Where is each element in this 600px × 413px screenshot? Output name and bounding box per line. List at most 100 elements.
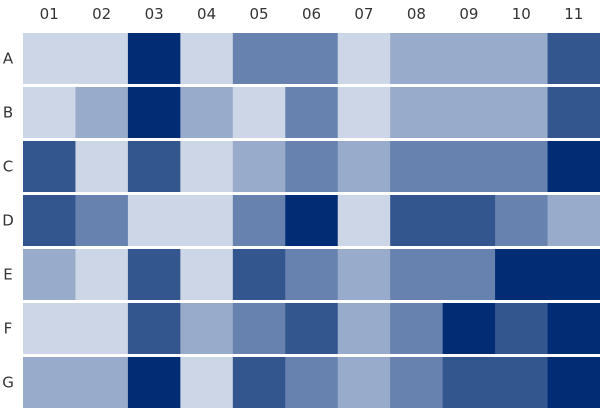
x-tick-label: 05 [250,5,269,23]
heatmap-cell-E-03 [127,249,181,300]
x-tick-label: 07 [354,5,373,23]
heatmap-cell-C-07 [337,141,391,192]
heatmap-cell-F-09 [442,303,496,354]
heatmap-cell-C-04 [180,141,234,192]
heatmap-cell-G-05 [232,357,286,408]
heatmap-cell-D-06 [285,195,339,246]
heatmap-cell-B-07 [337,87,391,138]
heatmap-cell-F-11 [547,303,600,354]
heatmap-cell-F-02 [75,303,129,354]
y-tick-label: C [3,158,13,176]
heatmap-cell-A-06 [285,33,339,84]
x-tick-label: 03 [145,5,164,23]
heatmap-cell-C-11 [547,141,600,192]
heatmap-cell-B-08 [390,87,444,138]
y-tick-label: F [4,320,13,338]
x-tick-label: 09 [459,5,478,23]
heatmap-cell-D-01 [23,195,76,246]
y-tick-label: D [2,212,14,230]
heatmap-cell-A-04 [180,33,234,84]
heatmap-cell-G-01 [23,357,76,408]
heatmap-cell-B-04 [180,87,234,138]
heatmap-cell-A-09 [442,33,496,84]
heatmap-cell-C-01 [23,141,76,192]
heatmap-cell-E-10 [495,249,548,300]
heatmap-cell-A-11 [547,33,600,84]
heatmap-cells [23,33,600,408]
heatmap-cell-E-02 [75,249,129,300]
heatmap-cell-F-07 [337,303,391,354]
heatmap-cell-A-01 [23,33,76,84]
heatmap-cell-D-09 [442,195,496,246]
heatmap-cell-A-07 [337,33,391,84]
heatmap-cell-B-01 [23,87,76,138]
heatmap-cell-D-08 [390,195,444,246]
heatmap-cell-A-02 [75,33,129,84]
heatmap-cell-E-06 [285,249,339,300]
heatmap-cell-E-04 [180,249,234,300]
heatmap-cell-F-10 [495,303,548,354]
heatmap-cell-C-05 [232,141,286,192]
heatmap-cell-D-07 [337,195,391,246]
heatmap-cell-G-04 [180,357,234,408]
heatmap-cell-E-09 [442,249,496,300]
heatmap-cell-B-05 [232,87,286,138]
heatmap-cell-B-09 [442,87,496,138]
x-tick-label: 01 [40,5,59,23]
heatmap-cell-G-11 [547,357,600,408]
heatmap-cell-B-11 [547,87,600,138]
heatmap-cell-G-09 [442,357,496,408]
heatmap-cell-C-09 [442,141,496,192]
y-tick-label: E [3,266,12,284]
y-axis-labels: A B C D E F G [2,50,14,392]
x-tick-label: 08 [407,5,426,23]
heatmap-cell-G-10 [495,357,548,408]
heatmap-cell-E-01 [23,249,76,300]
heatmap-cell-E-07 [337,249,391,300]
heatmap-cell-A-05 [232,33,286,84]
heatmap-cell-C-02 [75,141,129,192]
x-tick-label: 02 [92,5,111,23]
y-tick-label: B [3,104,13,122]
heatmap-cell-G-07 [337,357,391,408]
heatmap-cell-B-02 [75,87,129,138]
heatmap-cell-C-03 [127,141,181,192]
heatmap-cell-F-01 [23,303,76,354]
heatmap-cell-B-06 [285,87,339,138]
heatmap-cell-G-03 [127,357,181,408]
heatmap-cell-G-08 [390,357,444,408]
heatmap-cell-D-05 [232,195,286,246]
heatmap-cell-B-10 [495,87,548,138]
heatmap-cell-A-03 [127,33,181,84]
y-tick-label: G [2,374,14,392]
heatmap-cell-B-03 [127,87,181,138]
heatmap-cell-C-08 [390,141,444,192]
heatmap-cell-E-08 [390,249,444,300]
x-tick-label: 11 [564,5,583,23]
heatmap-cell-A-10 [495,33,548,84]
heatmap-cell-D-11 [547,195,600,246]
heatmap-cell-F-05 [232,303,286,354]
x-tick-label: 10 [512,5,531,23]
x-tick-label: 04 [197,5,216,23]
x-tick-label: 06 [302,5,321,23]
heatmap-cell-F-04 [180,303,234,354]
heatmap-cell-C-06 [285,141,339,192]
heatmap-cell-F-08 [390,303,444,354]
heatmap-cell-D-04 [180,195,234,246]
heatmap-cell-C-10 [495,141,548,192]
heatmap-cell-D-03 [127,195,181,246]
heatmap-cell-F-03 [127,303,181,354]
heatmap-cell-A-08 [390,33,444,84]
heatmap-cell-G-02 [75,357,129,408]
x-axis-labels: 01 02 03 04 05 06 07 08 09 10 11 [40,5,584,23]
heatmap-cell-G-06 [285,357,339,408]
y-tick-label: A [3,50,14,68]
heatmap-cell-D-10 [495,195,548,246]
heatmap-cell-E-11 [547,249,600,300]
heatmap-cell-F-06 [285,303,339,354]
heatmap-cell-D-02 [75,195,129,246]
heatmap-cell-E-05 [232,249,286,300]
